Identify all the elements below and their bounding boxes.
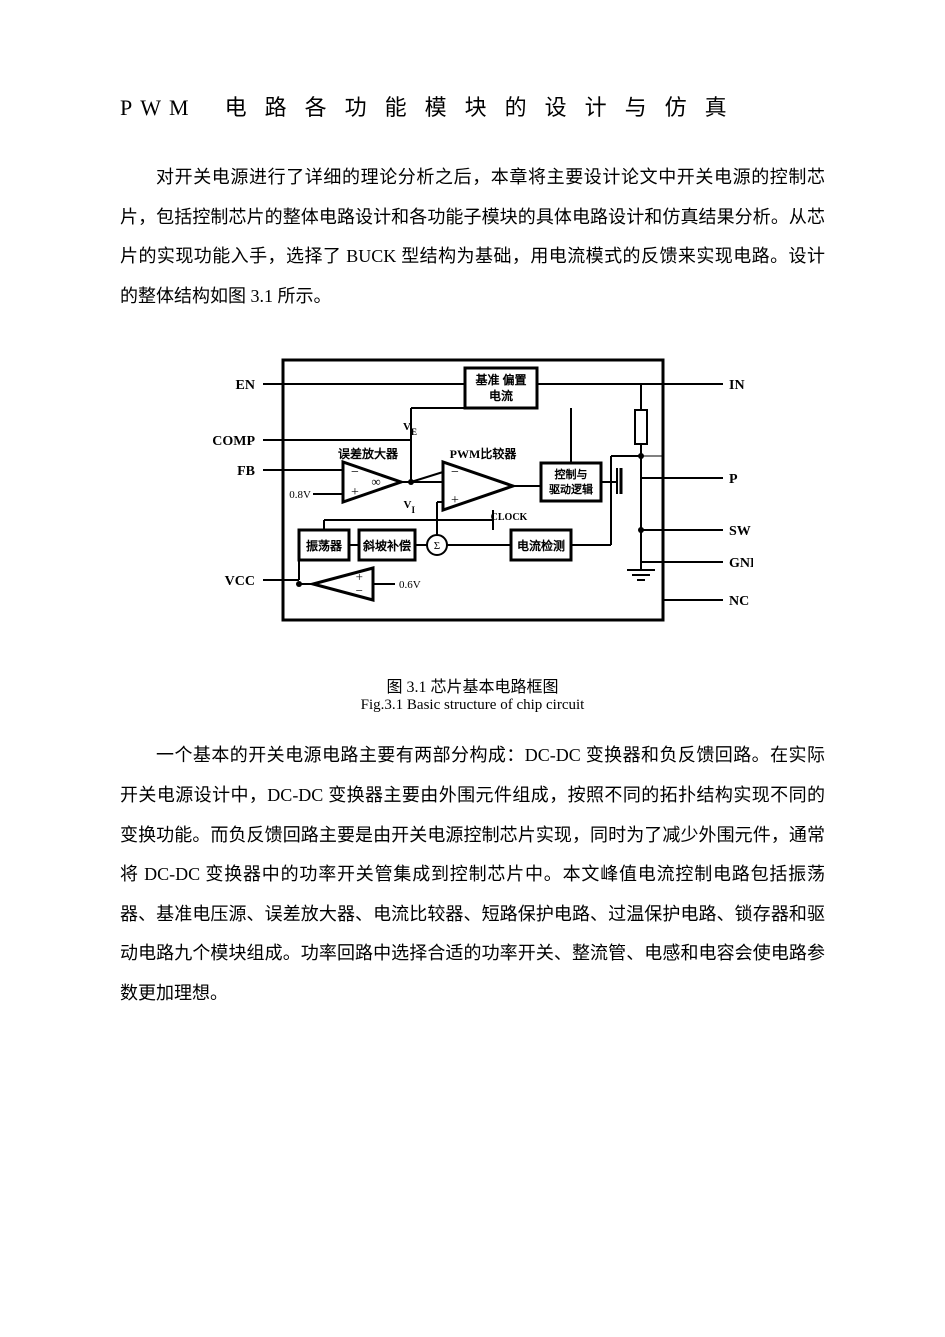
svg-text:−: − bbox=[355, 583, 362, 598]
svg-text:COMP: COMP bbox=[212, 434, 255, 449]
svg-text:误差放大器: 误差放大器 bbox=[337, 446, 398, 461]
svg-text:0.8V: 0.8V bbox=[289, 489, 311, 501]
svg-text:GND: GND bbox=[729, 556, 753, 571]
title-prefix: PWM bbox=[120, 95, 197, 120]
svg-text:振荡器: 振荡器 bbox=[305, 538, 342, 553]
svg-text:Σ: Σ bbox=[433, 540, 439, 552]
svg-text:FB: FB bbox=[237, 464, 255, 479]
svg-text:电流: 电流 bbox=[488, 388, 512, 403]
svg-text:驱动逻辑: 驱动逻辑 bbox=[549, 482, 593, 496]
title-main: 电路各功能模块的设计与仿真 bbox=[225, 95, 745, 120]
figure-caption-cn: 图 3.1 芯片基本电路框图 bbox=[120, 673, 825, 697]
svg-text:−: − bbox=[351, 465, 359, 480]
svg-text:0.6V: 0.6V bbox=[399, 579, 421, 591]
svg-text:控制与: 控制与 bbox=[554, 467, 587, 481]
svg-text:+: + bbox=[351, 485, 359, 500]
figure-3-1: ENCOMPFBVCCINPSWGNDNC基准 偏置电流误差放大器−+∞0.8V… bbox=[120, 350, 825, 714]
svg-text:VCC: VCC bbox=[224, 574, 254, 589]
svg-text:+: + bbox=[451, 493, 459, 508]
svg-text:∞: ∞ bbox=[371, 474, 380, 489]
svg-text:VI: VI bbox=[403, 499, 415, 515]
svg-text:CLOCK: CLOCK bbox=[490, 512, 527, 523]
svg-text:EN: EN bbox=[235, 378, 254, 393]
svg-text:电流检测: 电流检测 bbox=[516, 538, 564, 553]
figure-caption-en: Fig.3.1 Basic structure of chip circuit bbox=[120, 697, 825, 714]
svg-text:斜坡补偿: 斜坡补偿 bbox=[361, 538, 410, 553]
svg-text:基准 偏置: 基准 偏置 bbox=[474, 372, 526, 387]
paragraph-2: 一个基本的开关电源电路主要有两部分构成：DC-DC 变换器和负反馈回路。在实际开… bbox=[120, 736, 825, 1013]
svg-text:SW: SW bbox=[729, 524, 751, 539]
svg-text:IN: IN bbox=[729, 378, 745, 393]
page-title: PWM 电路各功能模块的设计与仿真 bbox=[120, 90, 825, 122]
svg-text:−: − bbox=[451, 465, 459, 480]
svg-text:P: P bbox=[729, 472, 738, 487]
paragraph-1: 对开关电源进行了详细的理论分析之后，本章将主要设计论文中开关电源的控制芯片，包括… bbox=[120, 158, 825, 316]
svg-text:+: + bbox=[355, 569, 362, 584]
svg-text:VE: VE bbox=[403, 421, 417, 437]
chip-block-diagram: ENCOMPFBVCCINPSWGNDNC基准 偏置电流误差放大器−+∞0.8V… bbox=[193, 350, 753, 660]
page-root: PWM 电路各功能模块的设计与仿真 对开关电源进行了详细的理论分析之后，本章将主要… bbox=[0, 0, 945, 1084]
svg-text:PWM比较器: PWM比较器 bbox=[449, 446, 517, 461]
svg-text:NC: NC bbox=[729, 594, 749, 609]
